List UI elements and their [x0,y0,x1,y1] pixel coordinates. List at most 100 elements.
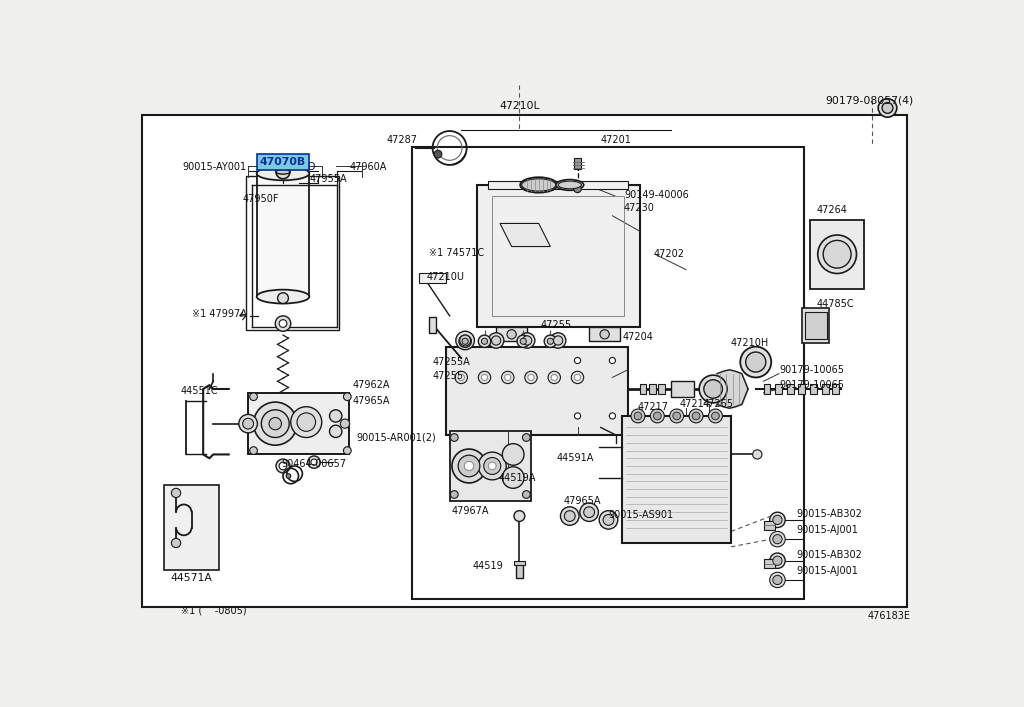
Circle shape [770,572,785,588]
Text: 90179-08057(4): 90179-08057(4) [825,95,913,105]
Bar [799,384,805,395]
Circle shape [275,316,291,332]
Circle shape [507,329,516,339]
Circle shape [524,371,538,384]
Circle shape [239,414,257,433]
Circle shape [548,371,560,384]
Circle shape [519,333,535,348]
Text: 47204: 47204 [623,332,653,342]
Circle shape [699,375,727,403]
Bar [810,220,864,289]
Text: 47264: 47264 [816,205,847,216]
Circle shape [522,433,530,441]
Circle shape [343,393,351,401]
Text: 90015-AR001(2): 90015-AR001(2) [356,433,436,443]
Circle shape [600,329,609,339]
Bar [419,274,445,283]
Text: 47210H: 47210H [731,338,769,348]
Circle shape [773,556,782,566]
Circle shape [458,455,480,477]
Text: 90015-AS901: 90015-AS901 [608,510,674,520]
Circle shape [250,447,257,455]
Circle shape [528,375,535,380]
Bar [429,317,436,333]
Circle shape [670,409,684,423]
Circle shape [502,371,514,384]
Text: 44519A: 44519A [499,472,536,483]
Circle shape [770,532,785,547]
Circle shape [544,335,557,347]
Circle shape [254,402,297,445]
Circle shape [584,507,595,518]
Circle shape [451,491,458,498]
Text: 47201: 47201 [601,135,632,145]
Circle shape [773,575,782,585]
Circle shape [459,335,471,347]
Circle shape [580,503,598,522]
Circle shape [692,412,700,420]
Bar [802,308,829,343]
Text: 47202: 47202 [653,250,684,259]
Circle shape [551,375,557,380]
Text: 90464-00657: 90464-00657 [282,459,346,469]
Circle shape [689,409,703,423]
Circle shape [745,352,766,372]
Bar [257,173,309,297]
Circle shape [478,452,506,480]
Bar [764,384,770,395]
Circle shape [462,338,468,344]
Circle shape [492,336,501,345]
Circle shape [609,413,615,419]
Text: 47950F: 47950F [243,194,280,204]
Text: 47967A: 47967A [452,506,489,515]
Circle shape [291,407,322,438]
Circle shape [631,409,645,423]
Circle shape [712,412,719,420]
Circle shape [478,335,490,347]
Circle shape [308,456,321,468]
Circle shape [818,235,856,274]
Circle shape [823,240,851,268]
Ellipse shape [257,166,309,180]
Circle shape [488,462,496,470]
Circle shape [650,409,665,423]
Text: 47962A: 47962A [352,380,390,390]
Text: 47255: 47255 [541,320,571,330]
Circle shape [343,447,351,455]
Bar [493,197,624,316]
Text: 47965A: 47965A [563,496,601,506]
Text: 44785C: 44785C [816,299,854,309]
Bar [658,384,665,395]
Circle shape [603,515,614,525]
Circle shape [753,450,762,459]
Circle shape [455,371,467,384]
Bar [246,176,339,329]
Circle shape [434,151,442,158]
Circle shape [286,474,291,479]
Bar [786,384,794,395]
Circle shape [503,467,524,489]
Circle shape [574,413,581,419]
Circle shape [573,185,582,192]
Text: ※1 47997A: ※1 47997A [193,308,247,319]
Text: 90015-AB302: 90015-AB302 [796,509,862,519]
Text: 47955A: 47955A [309,174,347,184]
Text: 90015-AJ001: 90015-AJ001 [796,525,858,535]
Circle shape [634,412,642,420]
Bar [445,346,628,436]
Circle shape [554,336,563,345]
Circle shape [261,410,289,438]
Text: 47960A: 47960A [349,162,387,173]
Ellipse shape [276,170,290,174]
Text: 47210L: 47210L [499,101,540,112]
Circle shape [703,380,722,398]
Bar [514,561,525,565]
Circle shape [522,491,530,498]
Bar [515,562,523,578]
Circle shape [520,338,526,344]
Text: ※1 74571C: ※1 74571C [429,247,483,257]
Bar [821,384,828,395]
Circle shape [330,410,342,422]
Text: 47255: 47255 [432,371,464,381]
Bar [764,559,775,568]
